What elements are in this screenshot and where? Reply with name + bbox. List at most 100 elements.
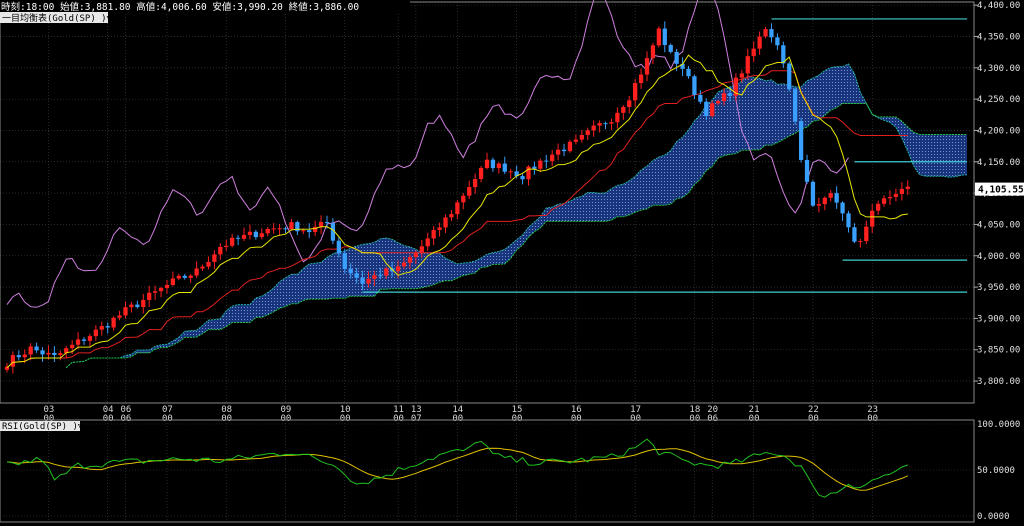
rsi-line — [6, 438, 908, 498]
candle-body — [905, 186, 910, 189]
candle-body — [692, 76, 697, 95]
candle-body — [674, 51, 679, 64]
candle-body — [633, 83, 638, 101]
candle-body — [230, 237, 235, 246]
candle-body — [301, 230, 306, 232]
candle-body — [28, 346, 33, 355]
rsi-tick-label: 50.0000 — [977, 466, 1015, 476]
candle-body — [579, 134, 584, 140]
candle-body — [336, 240, 341, 254]
leading-span-a — [65, 63, 968, 369]
candle-body — [822, 197, 827, 205]
candle-body — [354, 273, 359, 278]
conversion-line-path — [6, 54, 908, 369]
candle-body — [22, 354, 27, 358]
candle-body — [893, 194, 899, 197]
candle-body — [259, 233, 264, 238]
candle-body — [307, 230, 312, 233]
candle-body — [58, 353, 63, 356]
candle-body — [34, 346, 39, 351]
rsi-tick-label: 0.0000 — [977, 512, 1010, 522]
candle-body — [117, 315, 122, 318]
candle-body — [200, 266, 205, 269]
candle-body — [704, 101, 709, 117]
candle-body — [188, 275, 193, 278]
candle-body — [372, 275, 377, 279]
candle-body — [567, 141, 573, 152]
horizontal-lines[interactable] — [362, 18, 968, 293]
candle-body — [876, 203, 881, 211]
candlesticks[interactable] — [4, 21, 910, 374]
candle-body — [342, 253, 347, 269]
candle-body — [224, 245, 229, 247]
price-tick-label: 4,000.00 — [977, 252, 1020, 262]
candle-body — [407, 257, 413, 263]
candle-body — [241, 234, 247, 239]
candle-body — [763, 29, 768, 37]
candle-body — [846, 213, 851, 228]
candle-body — [194, 268, 199, 276]
main-panel-border — [0, 1, 975, 404]
candle-body — [81, 339, 87, 341]
candle-body — [265, 228, 270, 234]
rsi-panel-title[interactable]: RSI(Gold(SP) )▽× — [2, 422, 89, 432]
candle-body — [585, 130, 590, 135]
time-tick-label-top: 22 — [808, 405, 819, 415]
candle-body — [182, 275, 187, 278]
rsi-axis: 0.0000 50.0000 100.0000 — [977, 420, 1020, 522]
candle-body — [170, 278, 176, 285]
candle-body — [4, 366, 10, 370]
main-panel-title[interactable]: 一目均衡表(Gold(SP) )▽× — [2, 12, 117, 24]
candle-body — [698, 94, 703, 102]
candle-body — [899, 188, 904, 195]
price-tick-label: 4,200.00 — [977, 126, 1020, 136]
time-tick-label-top: 20 — [707, 405, 718, 415]
candle-body — [206, 261, 211, 267]
candle-body — [650, 45, 656, 59]
time-tick-label-bottom: 06 — [120, 414, 131, 424]
candle-body — [449, 214, 454, 218]
cloud-fill — [66, 64, 967, 368]
candle-body — [87, 336, 93, 341]
candle-body — [751, 48, 756, 57]
time-tick-label-top: 06 — [120, 405, 131, 415]
candle-body — [473, 179, 478, 188]
candle-body — [277, 228, 282, 230]
rsi-lines — [6, 438, 908, 498]
candle-body — [621, 107, 626, 113]
ichimoku-cloud — [66, 64, 967, 368]
candle-body — [437, 227, 442, 230]
candle-body — [401, 262, 407, 267]
rsi-panel-border — [0, 419, 975, 523]
candle-body — [105, 326, 110, 328]
candle-body — [532, 166, 537, 169]
ohlc-readout: 時刻:18:00 始値:3,881.80 高値:4,006.60 安値:3,99… — [1, 1, 359, 13]
candle-body — [324, 221, 330, 224]
candle-body — [502, 163, 507, 172]
candle-body — [490, 159, 496, 169]
candle-body — [526, 166, 531, 180]
time-tick-label-bottom: 00 — [393, 414, 404, 424]
candle-body — [348, 268, 353, 274]
candle-body — [295, 222, 300, 232]
conversion-line — [6, 54, 908, 369]
time-tick-label-top: 15 — [512, 405, 523, 415]
candle-body — [164, 284, 170, 289]
candle-body — [455, 202, 460, 215]
time-tick-label-bottom: 00 — [512, 414, 523, 424]
candle-body — [93, 329, 98, 337]
time-tick-label-bottom: 00 — [867, 414, 878, 424]
candle-body — [638, 74, 644, 84]
candle-body — [627, 100, 632, 108]
candle-body — [158, 288, 164, 292]
candle-body — [212, 254, 217, 262]
price-tick-label: 3,900.00 — [977, 314, 1020, 324]
candle-body — [769, 29, 774, 38]
candle-body — [870, 210, 875, 227]
price-tick-label: 4,250.00 — [977, 95, 1020, 105]
time-tick-label-bottom: 00 — [281, 414, 292, 424]
candle-body — [467, 187, 472, 196]
candle-body — [668, 45, 673, 52]
candle-body — [591, 125, 596, 131]
